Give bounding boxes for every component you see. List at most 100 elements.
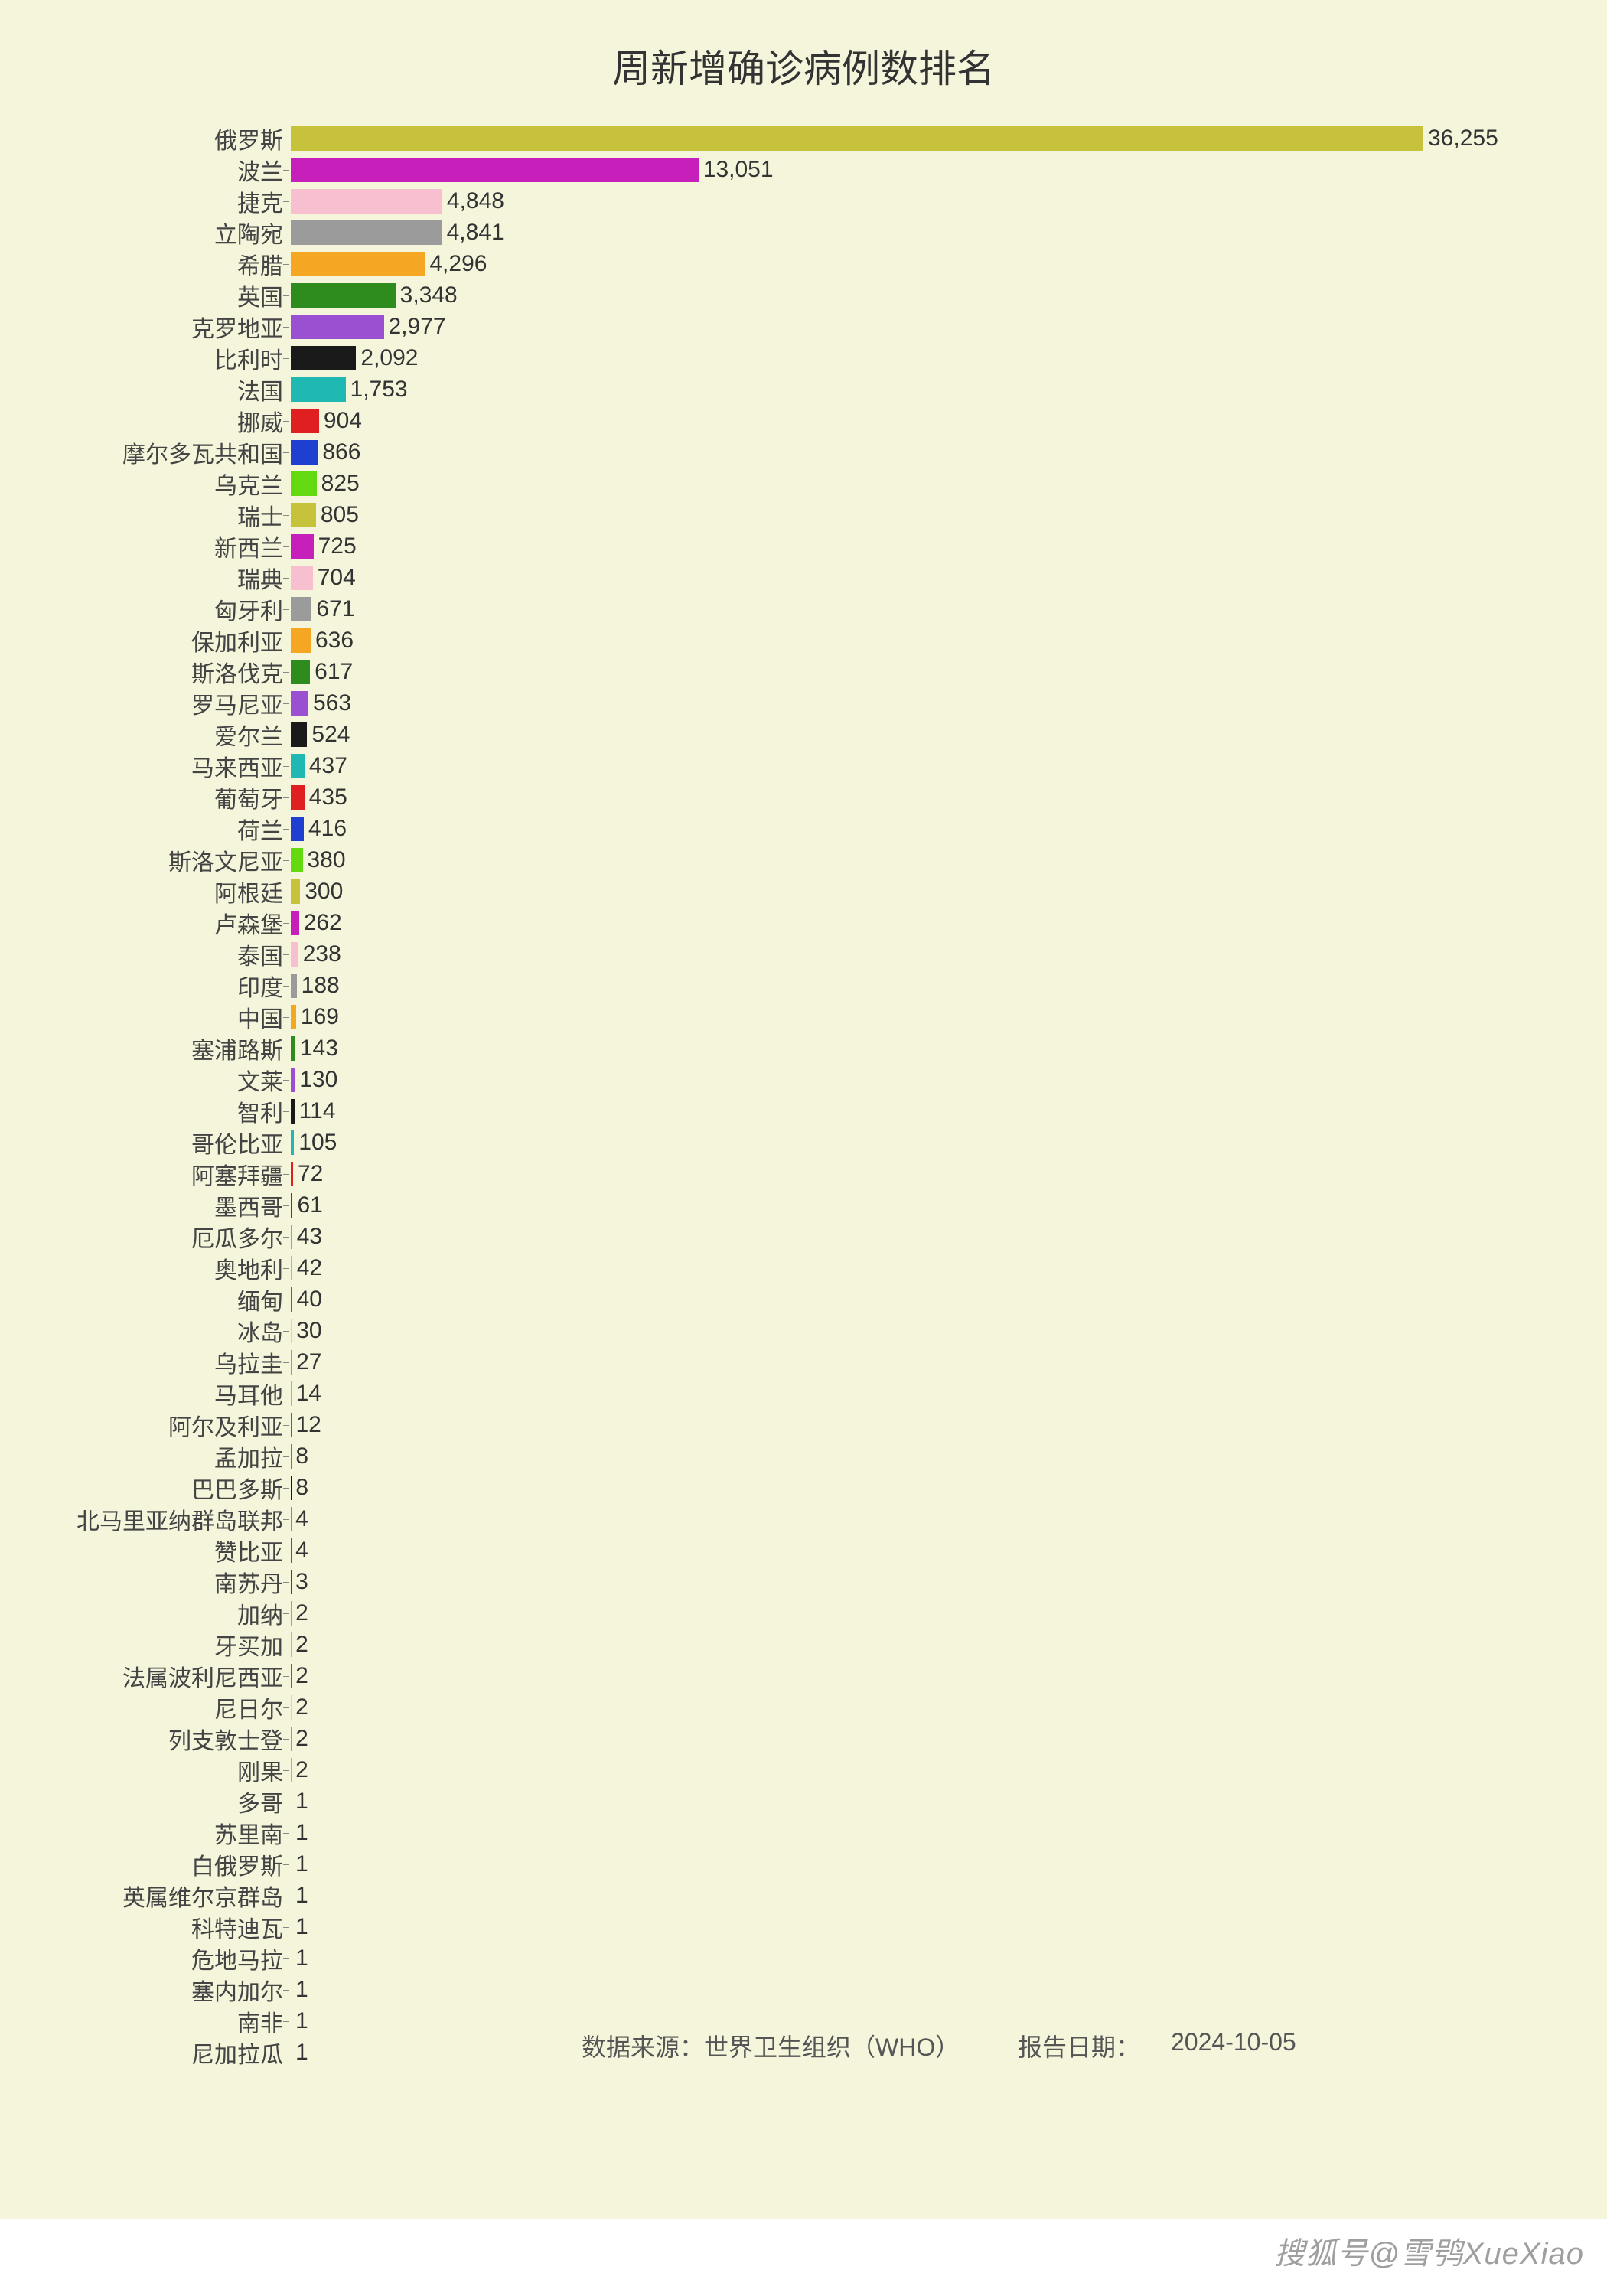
bar-label: 墨西哥 [214, 1189, 283, 1222]
bar-value: 2 [295, 1632, 308, 1658]
bar-label: 葡萄牙 [214, 781, 283, 814]
axis-tick [283, 264, 289, 265]
bar [291, 440, 318, 465]
bar-label: 北马里亚纳群岛联邦 [77, 1502, 283, 1536]
bar-row: 墨西哥61 [291, 1189, 1515, 1221]
bar-value: 4,848 [447, 188, 504, 214]
axis-tick [283, 578, 289, 579]
axis-tick [283, 2021, 289, 2022]
bar [291, 817, 304, 841]
axis-tick [283, 1833, 289, 1834]
bar-label: 尼日尔 [214, 1691, 283, 1724]
bar-row: 保加利亚636 [291, 625, 1515, 656]
bar-row: 立陶宛4,841 [291, 217, 1515, 248]
bar-value: 1 [295, 1914, 308, 1940]
bar-row: 奥地利42 [291, 1252, 1515, 1283]
bar-value: 130 [299, 1067, 337, 1093]
bar-row: 刚果2 [291, 1754, 1515, 1786]
bar-row: 乌拉圭27 [291, 1346, 1515, 1378]
bar [291, 1068, 295, 1092]
axis-tick [283, 1864, 289, 1865]
bar [291, 503, 316, 527]
bar-row: 危地马拉1 [291, 1942, 1515, 1974]
axis-tick [283, 1080, 289, 1081]
bar [291, 597, 311, 621]
bar-value: 105 [298, 1130, 337, 1156]
bar-value: 188 [302, 973, 340, 999]
bar [291, 754, 305, 778]
axis-tick [283, 201, 289, 202]
bar-row: 加纳2 [291, 1597, 1515, 1629]
axis-tick [283, 672, 289, 673]
bar-label: 孟加拉 [214, 1440, 283, 1473]
axis-tick [283, 1331, 289, 1332]
bar-row: 爱尔兰524 [291, 719, 1515, 750]
bar-row: 荷兰416 [291, 813, 1515, 844]
bar-value: 262 [304, 910, 342, 936]
bar-row: 智利114 [291, 1095, 1515, 1127]
bar-label: 刚果 [237, 1753, 283, 1787]
bar [291, 566, 313, 590]
bar-row: 阿塞拜疆72 [291, 1158, 1515, 1189]
bar-label: 罗马尼亚 [191, 687, 283, 720]
bar-value: 13,051 [703, 157, 774, 183]
footer-date-label: 报告日期： [1018, 2028, 1140, 2063]
bar-value: 27 [296, 1349, 321, 1375]
bar-row: 斯洛文尼亚380 [291, 844, 1515, 876]
bar-label: 马来西亚 [191, 749, 283, 783]
bar-label: 乌拉圭 [214, 1345, 283, 1379]
bar-row: 英国3,348 [291, 279, 1515, 311]
axis-tick [283, 923, 289, 924]
axis-tick [283, 609, 289, 610]
chart-title: 周新增确诊病例数排名 [0, 38, 1607, 93]
bar-label: 匈牙利 [214, 592, 283, 626]
bar [291, 911, 299, 935]
axis-tick [283, 1111, 289, 1112]
bar-label: 立陶宛 [214, 216, 283, 249]
bar [291, 189, 442, 214]
bar-label: 比利时 [214, 341, 283, 375]
axis-tick [283, 1958, 289, 1959]
bar-label: 列支敦士登 [168, 1722, 283, 1756]
bar-row: 希腊4,296 [291, 248, 1515, 279]
bar-value: 524 [311, 722, 350, 748]
bar [291, 785, 305, 810]
bar-label: 苏里南 [214, 1816, 283, 1850]
bar-row: 波兰13,051 [291, 154, 1515, 185]
bar-row: 匈牙利671 [291, 593, 1515, 625]
axis-tick [283, 1488, 289, 1489]
bar-label: 瑞典 [237, 561, 283, 595]
bar-value: 238 [303, 941, 341, 967]
bar-label: 英国 [237, 279, 283, 312]
bar-label: 巴巴多斯 [191, 1471, 283, 1505]
bar [291, 158, 699, 182]
axis-tick [283, 1268, 289, 1269]
bar-row: 多哥1 [291, 1786, 1515, 1817]
bar-row: 缅甸40 [291, 1283, 1515, 1315]
bar-value: 4 [295, 1538, 308, 1564]
bar [291, 1256, 292, 1280]
bar-row: 牙买加2 [291, 1629, 1515, 1660]
bar-row: 卢森堡262 [291, 907, 1515, 938]
bar-value: 1 [295, 1945, 308, 1971]
bar-row: 瑞典704 [291, 562, 1515, 593]
bar [291, 1319, 292, 1343]
bar-value: 1,753 [350, 377, 408, 403]
axis-tick [283, 1425, 289, 1426]
bar-label: 斯洛文尼亚 [168, 843, 283, 877]
bar-row: 法国1,753 [291, 373, 1515, 405]
axis-tick [283, 860, 289, 861]
bar-row: 瑞士805 [291, 499, 1515, 530]
bar-row: 北马里亚纳群岛联邦4 [291, 1503, 1515, 1534]
bar-label: 缅甸 [237, 1283, 283, 1316]
bar-value: 4,296 [429, 251, 487, 277]
bar-value: 43 [297, 1224, 322, 1250]
bar [291, 1225, 292, 1249]
bar-label: 科特迪瓦 [191, 1910, 283, 1944]
bar [291, 1350, 292, 1375]
bar-value: 14 [296, 1381, 321, 1407]
bar [291, 346, 356, 370]
bar-row: 马耳他14 [291, 1378, 1515, 1409]
bar-label: 希腊 [237, 247, 283, 281]
axis-tick [283, 1676, 289, 1677]
